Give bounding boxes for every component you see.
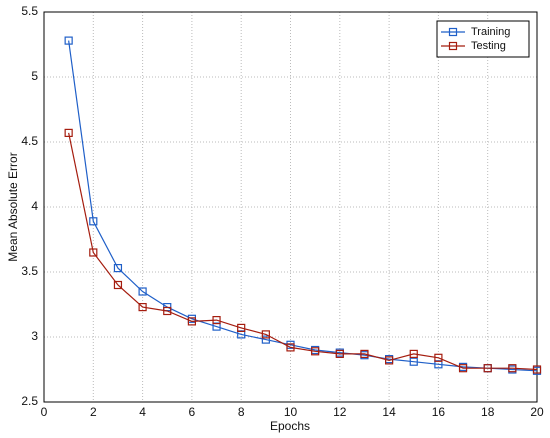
plot-frame (43, 11, 538, 403)
point-marker (237, 323, 246, 332)
point-marker (311, 347, 320, 356)
point-marker (163, 306, 172, 316)
y-tick-label: 5.5 (21, 4, 38, 18)
legend-marker (448, 27, 458, 37)
point-marker (261, 335, 270, 344)
point-marker (335, 349, 344, 358)
point-marker (89, 248, 98, 257)
legend-label: Testing (471, 40, 506, 52)
point-marker (113, 264, 123, 273)
x-tick-label: 0 (41, 405, 48, 419)
point-marker (89, 217, 98, 226)
x-tick-label: 2 (90, 405, 97, 419)
x-tick-label: 8 (238, 405, 245, 419)
point-marker (434, 353, 443, 362)
x-tick-label: 20 (530, 405, 544, 419)
y-tick-label: 4 (31, 199, 38, 213)
point-marker (261, 330, 270, 339)
point-marker (483, 364, 492, 373)
y-tick-label: 3 (31, 329, 38, 343)
y-tick-label: 5 (31, 69, 38, 83)
y-tick-label: 2.5 (21, 394, 38, 408)
point-marker (113, 280, 123, 290)
point-marker (138, 287, 147, 296)
point-marker (532, 365, 542, 374)
point-marker (64, 36, 73, 45)
point-marker (409, 349, 418, 358)
point-marker (64, 128, 73, 137)
series-line (68, 40, 538, 372)
legend-label: Training (471, 26, 510, 38)
x-tick-label: 10 (284, 405, 298, 419)
point-marker (409, 357, 418, 366)
point-marker (187, 317, 196, 326)
point-marker (212, 316, 221, 325)
x-tick-label: 18 (481, 405, 495, 419)
x-tick-label: 4 (139, 405, 146, 419)
point-marker (360, 349, 369, 358)
point-marker (385, 356, 394, 365)
x-tick-label: 12 (333, 405, 347, 419)
y-tick-label: 4.5 (21, 134, 38, 148)
point-marker (458, 364, 468, 373)
x-tick-label: 14 (382, 405, 396, 419)
y-tick-label: 3.5 (21, 264, 38, 278)
x-tick-label: 16 (432, 405, 446, 419)
y-axis-label: Mean Absolute Error (6, 152, 20, 261)
point-marker (286, 343, 295, 352)
series-line (68, 132, 538, 371)
legend-marker (448, 41, 458, 51)
legend-box (436, 20, 530, 58)
x-axis-label: Epochs (270, 419, 310, 433)
point-marker (138, 303, 147, 312)
x-tick-label: 6 (189, 405, 196, 419)
point-marker (508, 364, 517, 373)
